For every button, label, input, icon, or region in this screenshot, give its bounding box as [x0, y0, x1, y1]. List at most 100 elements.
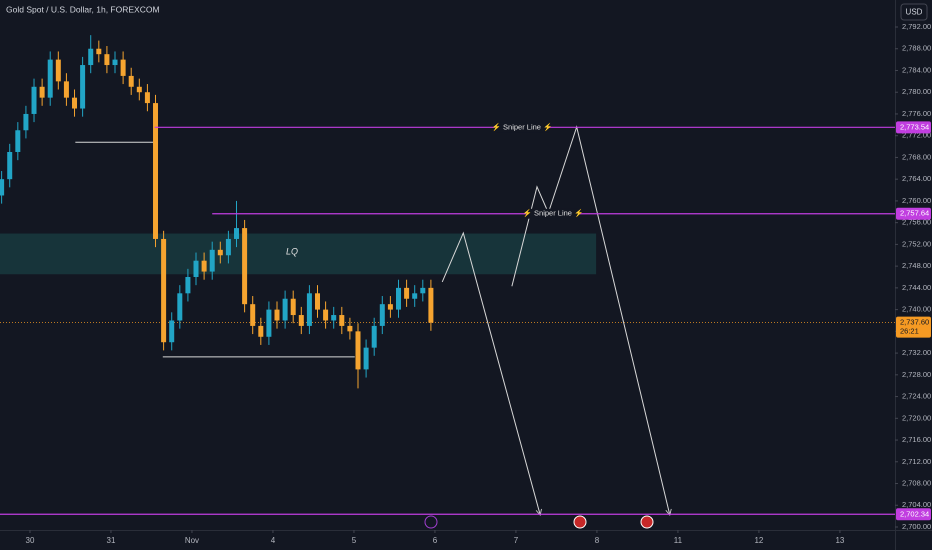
candle-body [209, 249, 215, 272]
candle-body [185, 277, 191, 294]
candle-body [80, 65, 86, 109]
candle-body [266, 309, 272, 337]
candle-body [331, 315, 337, 321]
projection [441, 231, 540, 515]
candle-body [153, 103, 159, 239]
y-tick-label: 2,780.00 [902, 87, 931, 96]
y-tick-label: 2,784.00 [902, 65, 931, 74]
chart-title: Gold Spot / U.S. Dollar, 1h, FOREXCOM [6, 4, 160, 14]
candle-body [31, 86, 37, 114]
candle-body [298, 315, 304, 326]
x-tick-label: 4 [271, 536, 276, 545]
candle-body [136, 86, 142, 93]
candle-body [47, 59, 53, 98]
candle-body [144, 92, 150, 104]
level-text: ⚡ Sniper Line ⚡ [492, 122, 553, 131]
level-text: ⚡ Sniper Line ⚡ [523, 209, 584, 218]
y-tick-label: 2,768.00 [902, 152, 931, 161]
y-tick-label: 2,712.00 [902, 457, 931, 466]
candle-body [347, 325, 353, 332]
candle-body [428, 287, 434, 323]
candle-body [363, 347, 369, 370]
y-tick-label: 2,716.00 [902, 435, 931, 444]
y-tick-label: 2,708.00 [902, 479, 931, 488]
event-icon[interactable] [640, 515, 654, 529]
countdown: 26:21 [900, 327, 919, 336]
zone-label: LQ [286, 246, 298, 256]
candle-body [339, 315, 345, 326]
y-tick-label: 2,700.00 [902, 522, 931, 531]
x-tick-label: 7 [514, 536, 519, 545]
candle-body [177, 293, 183, 321]
candle-body [323, 309, 329, 321]
y-tick-label: 2,760.00 [902, 196, 931, 205]
currency[interactable]: USD [906, 8, 923, 17]
candle-body [55, 59, 61, 82]
candle-body [315, 293, 321, 310]
y-tick-label: 2,728.00 [902, 370, 931, 379]
price-tag [896, 121, 931, 134]
candle-body [250, 304, 256, 326]
candle-body [225, 238, 231, 256]
candle-body [161, 238, 167, 343]
y-tick-label: 2,788.00 [902, 44, 931, 53]
candle-body [412, 293, 418, 299]
x-tick-label: 12 [754, 536, 763, 545]
currency-button[interactable] [900, 3, 928, 21]
candle-body [7, 152, 13, 180]
candle-body [274, 309, 280, 321]
last-price-tag [896, 316, 931, 338]
level-text-bg [495, 122, 549, 133]
candle-body [169, 320, 175, 343]
price-tag-label: 2,757.64 [900, 209, 929, 218]
candle-body [290, 298, 296, 316]
candle-body [217, 249, 223, 256]
candle-body [387, 304, 393, 310]
candle-body [96, 48, 102, 55]
lq-zone [0, 233, 597, 275]
y-tick-label: 2,772.00 [902, 131, 931, 140]
candle-body [201, 260, 207, 272]
candle-body [88, 48, 94, 66]
x-tick-label: 11 [674, 536, 683, 545]
y-tick-label: 2,724.00 [902, 392, 931, 401]
price-tag [896, 207, 931, 220]
candle-body [104, 54, 110, 66]
y-tick-label: 2,748.00 [902, 261, 931, 270]
x-tick-label: 30 [26, 536, 35, 545]
level-text-bg [526, 208, 580, 219]
candle-body [355, 331, 361, 370]
x-tick-label: 8 [595, 536, 600, 545]
candle-body [23, 113, 29, 131]
x-tick-label: 13 [835, 536, 844, 545]
candle-body [306, 293, 312, 326]
candle-body [420, 287, 426, 294]
candle-body [242, 228, 248, 305]
candle-body [404, 287, 410, 299]
candle-body [112, 59, 118, 66]
candle-body [15, 130, 21, 152]
candle-body [258, 325, 264, 337]
event-icon[interactable] [573, 515, 587, 529]
candle-body [120, 59, 126, 76]
candle-body [39, 86, 45, 98]
x-tick-label: 5 [352, 536, 357, 545]
y-tick-label: 2,792.00 [902, 22, 931, 31]
candle-body [72, 97, 78, 109]
candle-body [379, 304, 385, 326]
candle-body [0, 179, 5, 196]
candle-body [63, 81, 69, 98]
y-tick-label: 2,740.00 [902, 305, 931, 314]
y-tick-label: 2,752.00 [902, 239, 931, 248]
x-tick-label: 31 [107, 536, 116, 545]
event-icon[interactable] [424, 515, 438, 529]
y-tick-label: 2,732.00 [902, 348, 931, 357]
x-tick-label: 6 [433, 536, 438, 545]
candle-body [128, 75, 134, 87]
price-tag-label: 2,702.34 [900, 509, 929, 518]
y-tick-label: 2,764.00 [902, 174, 931, 183]
candle-body [234, 228, 240, 239]
y-tick-label: 2,744.00 [902, 283, 931, 292]
